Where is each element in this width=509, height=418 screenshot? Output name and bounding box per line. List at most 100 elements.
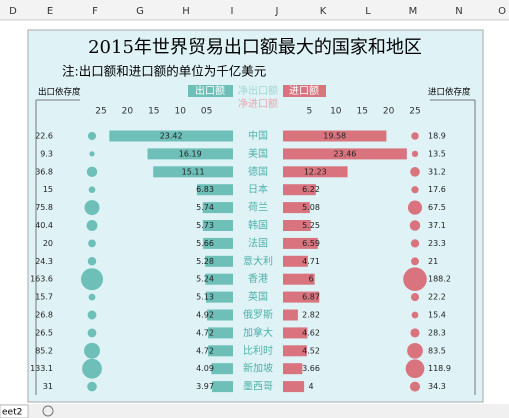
value-label: 3.97 [196, 382, 214, 391]
category-label: 比利时 [243, 345, 273, 357]
legend-label: 进口额 [289, 84, 319, 97]
dependence-label: 31.2 [428, 167, 446, 176]
import-dependence-bubble [407, 200, 423, 215]
import-dependence-bubble [411, 150, 419, 158]
dependence-label: 37.1 [428, 221, 446, 230]
category-label: 英国 [248, 290, 268, 303]
export-dependence-bubble [87, 257, 97, 266]
dependence-label: 20 [43, 239, 53, 248]
import-dependence-bubble [411, 257, 419, 266]
export-bar [211, 363, 233, 375]
export-dependence-label: 出口依存度 [38, 87, 81, 98]
dependence-label: 188.2 [428, 275, 451, 284]
export-dependence-bubble [82, 358, 102, 379]
category-label: 墨西哥 [243, 381, 273, 393]
value-label: 4.52 [302, 346, 320, 355]
export-bar [207, 309, 233, 321]
dependence-label: 15.7 [35, 293, 53, 302]
category-label: 新加坡 [243, 362, 273, 375]
dependence-label: 22.6 [35, 132, 53, 141]
export-bar [153, 166, 233, 178]
export-bar [196, 184, 233, 196]
import-dependence-bubble [410, 328, 420, 338]
legend-label: 净出口额 [238, 84, 278, 97]
export-bar [212, 381, 233, 393]
export-dependence-bubble [89, 151, 95, 157]
value-label: 3.66 [302, 364, 320, 373]
x-tick-label: 5 [307, 107, 313, 117]
dependence-label: 26.8 [35, 311, 53, 320]
import-dependence-bubble [410, 166, 420, 177]
import-dependence-bubble [411, 186, 419, 194]
sheet-tab-label: eet2 [2, 408, 22, 418]
export-dependence-bubble [88, 293, 96, 301]
category-label: 美国 [248, 147, 268, 160]
import-dependence-bubble [405, 359, 425, 379]
value-label: 6.87 [302, 293, 320, 302]
value-label: 4.92 [196, 311, 214, 320]
dependence-label: 83.5 [428, 346, 446, 355]
x-tick-label: 15 [356, 107, 367, 117]
value-label: 6.83 [196, 185, 214, 194]
import-bar [283, 363, 303, 375]
import-dependence-bubble [407, 342, 423, 359]
dependence-label: 26.5 [35, 328, 53, 337]
column-header: I [231, 6, 234, 17]
dependence-label: 85.2 [35, 346, 53, 355]
import-dependence-bubble [411, 132, 419, 140]
export-bar [208, 345, 233, 357]
x-tick-label: 15 [148, 107, 159, 117]
import-dependence-bubble [410, 239, 420, 248]
export-bar [202, 220, 233, 231]
import-bar [283, 237, 318, 249]
category-label: 加拿大 [243, 326, 273, 339]
export-dependence-bubble [88, 186, 96, 194]
column-header: G [136, 6, 144, 17]
x-tick-label: 20 [383, 107, 395, 117]
export-dependence-bubble [84, 342, 100, 359]
chart-title: 2015年世界贸易出口额最大的国家和地区 [88, 37, 422, 58]
category-label: 意大利 [243, 254, 273, 267]
export-bar [205, 255, 233, 267]
add-sheet-button[interactable] [42, 405, 54, 417]
category-label: 香港 [248, 273, 268, 285]
column-header: H [182, 6, 190, 17]
category-label: 荷兰 [248, 201, 268, 214]
sheet-tab[interactable] [0, 404, 29, 418]
dependence-label: 13.5 [428, 149, 446, 158]
x-tick-label: 10 [174, 107, 186, 117]
export-bar [203, 237, 233, 249]
dependence-label: 133.1 [30, 364, 53, 373]
value-label: 19.58 [323, 132, 346, 141]
column-header: F [92, 6, 98, 17]
value-label: 6 [308, 275, 313, 284]
value-label: 4.62 [302, 328, 320, 337]
sheet-bar [0, 404, 509, 418]
dependence-label: 18.9 [428, 132, 446, 141]
column-header: M [409, 6, 418, 17]
x-tick-label: 10 [330, 107, 342, 117]
import-dependence-bubble [403, 267, 427, 291]
export-bar [205, 273, 233, 285]
import-bar [283, 202, 310, 214]
category-label: 中国 [248, 129, 268, 142]
legend-label: 净进口额 [238, 97, 278, 110]
dependence-label: 17.6 [428, 185, 446, 194]
value-label: 4.72 [196, 328, 214, 337]
value-label: 15.11 [182, 167, 205, 176]
export-dependence-bubble [87, 328, 97, 338]
dependence-label: 15.4 [428, 311, 446, 320]
export-dependence-bubble [87, 131, 97, 141]
value-label: 5.28 [196, 257, 214, 266]
category-label: 韩国 [248, 219, 268, 232]
value-label: 23.42 [160, 132, 183, 141]
column-header-bar [0, 0, 509, 20]
value-label: 5.73 [196, 221, 214, 230]
export-dependence-bubble [86, 220, 98, 231]
category-label: 日本 [248, 183, 268, 196]
value-label: 4.72 [196, 346, 214, 355]
chart-area [28, 30, 483, 402]
column-header: N [455, 6, 462, 17]
value-label: 6.59 [302, 239, 320, 248]
import-bar [283, 166, 348, 178]
